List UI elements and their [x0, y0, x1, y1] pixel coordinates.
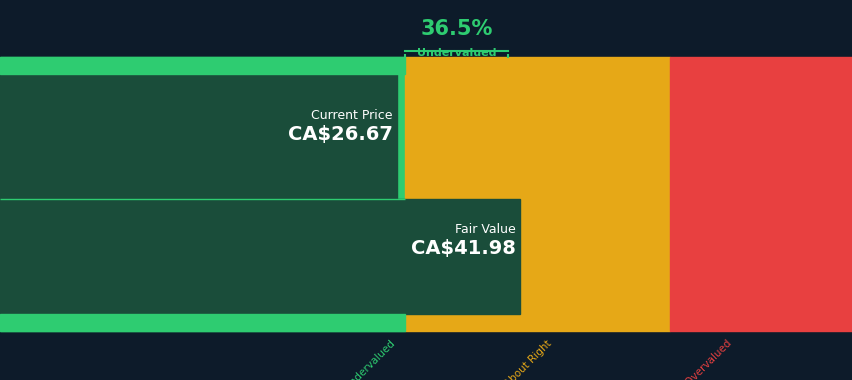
Bar: [405, 57, 669, 331]
Text: 36.5%: 36.5%: [420, 19, 492, 39]
Bar: [0, 57, 405, 74]
Text: 20% Undervalued: 20% Undervalued: [324, 338, 396, 380]
Bar: [0, 57, 405, 331]
Text: CA$41.98: CA$41.98: [411, 239, 515, 258]
Text: CA$26.67: CA$26.67: [287, 125, 392, 144]
Text: Undervalued: Undervalued: [416, 48, 496, 57]
Text: About Right: About Right: [503, 338, 553, 380]
Bar: [669, 57, 852, 331]
Bar: [0, 199, 520, 314]
Text: 20% Overvalued: 20% Overvalued: [665, 338, 733, 380]
Text: Current Price: Current Price: [310, 109, 392, 122]
Text: Fair Value: Fair Value: [455, 223, 515, 236]
Bar: [0, 314, 405, 331]
Bar: [0, 74, 396, 199]
